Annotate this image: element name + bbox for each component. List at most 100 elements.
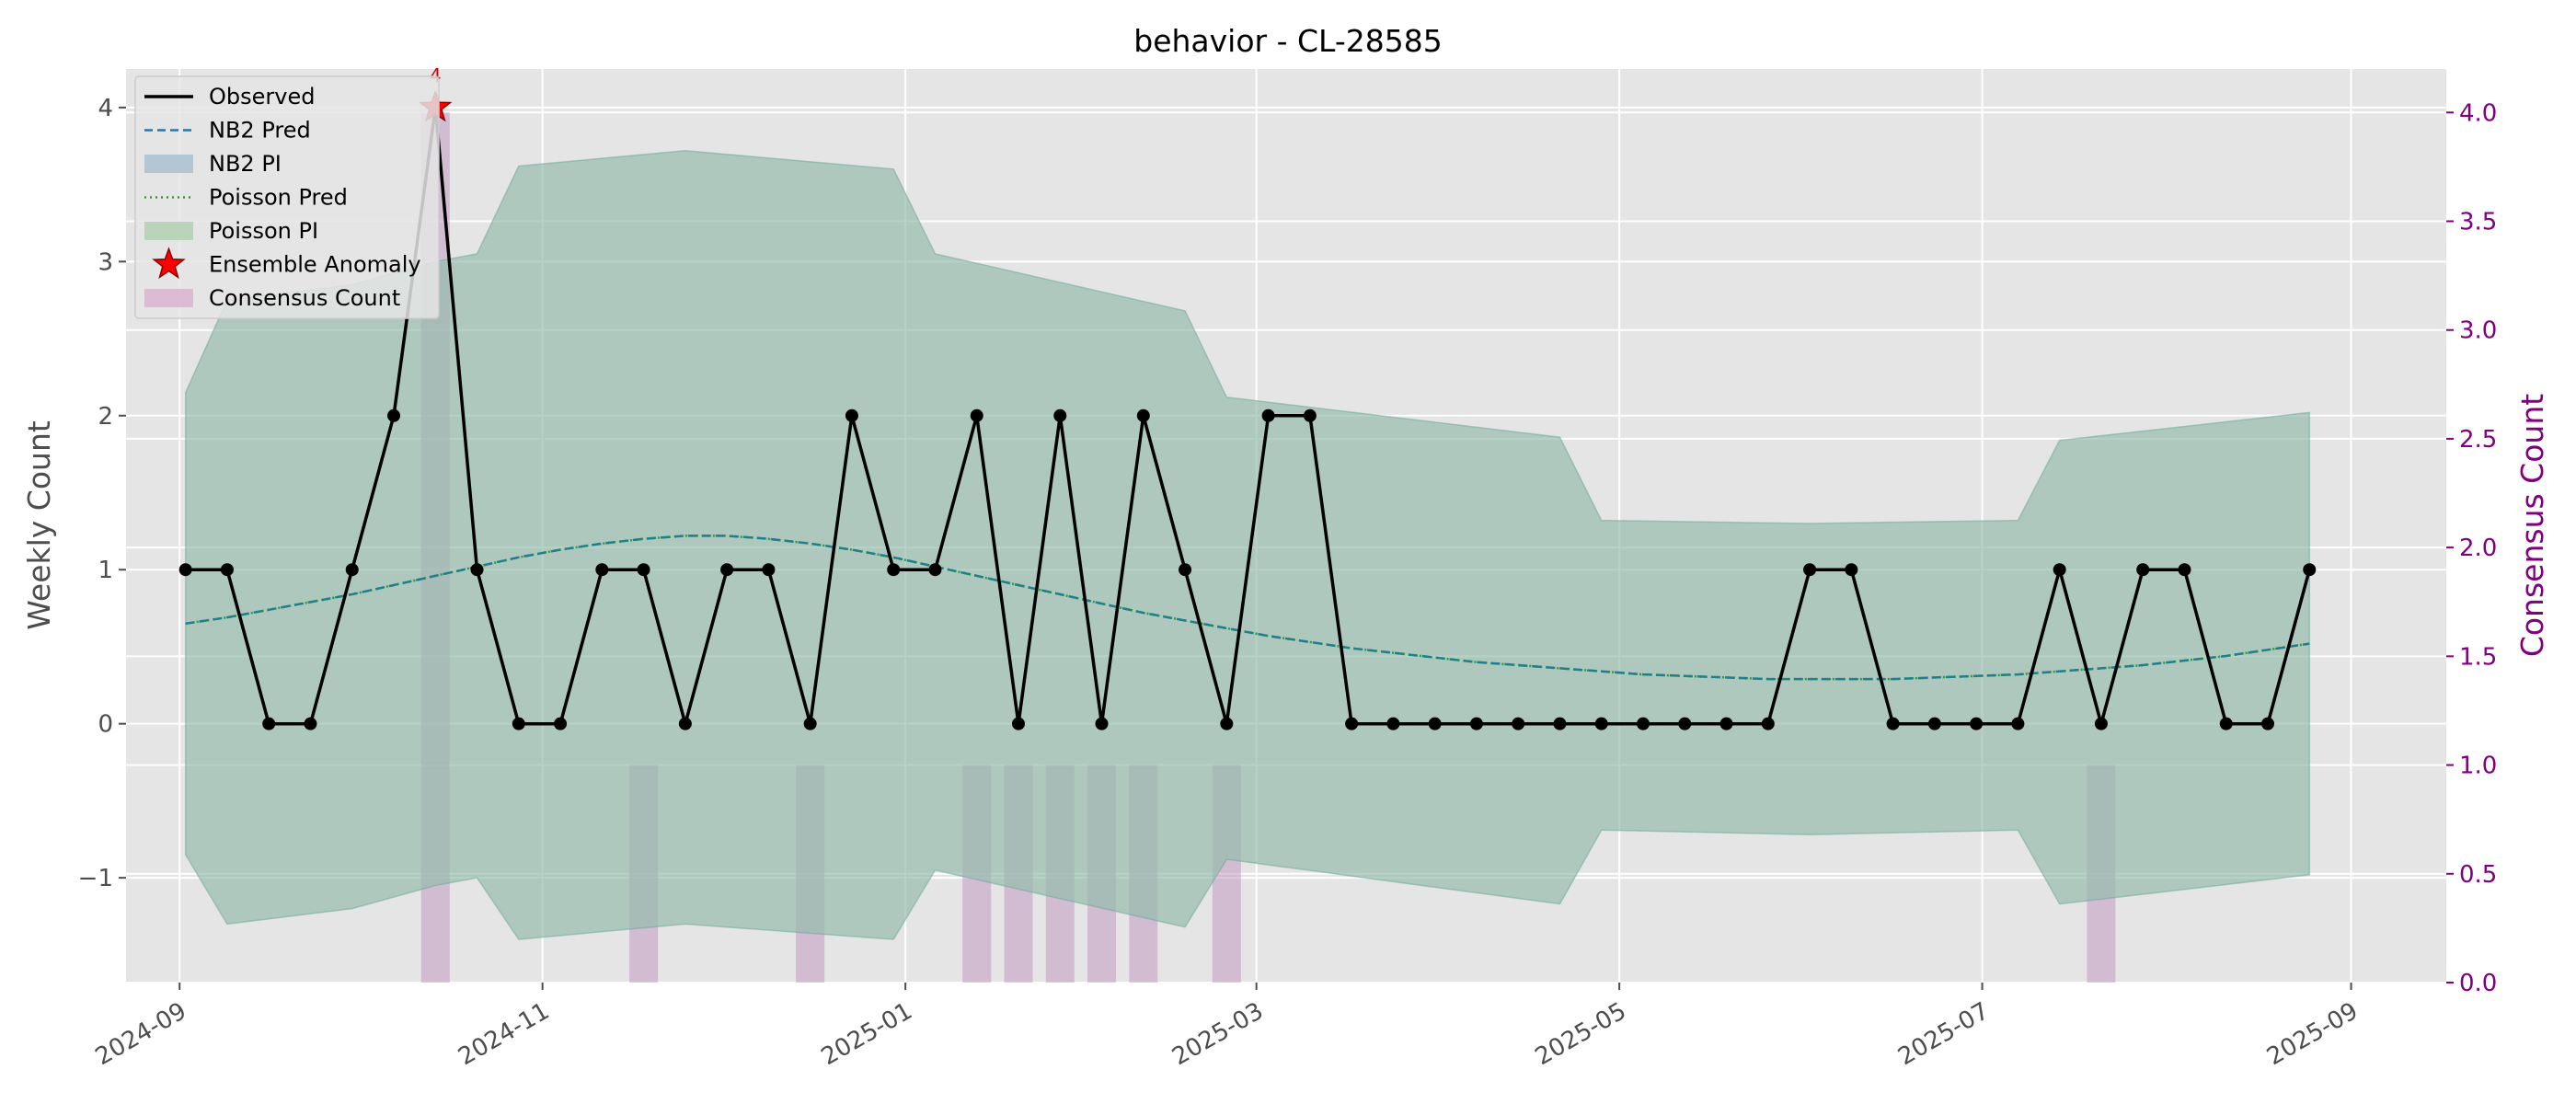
observed-point (2219, 717, 2233, 730)
observed-point (387, 408, 400, 422)
x-tick-label: 2024-09 (91, 997, 191, 1071)
observed-line (185, 106, 2311, 726)
observed-point (1761, 717, 1775, 730)
legend-box (134, 75, 440, 319)
y-tick-label-right: 2.5 (2459, 426, 2497, 454)
nb2-pred-line (185, 535, 2310, 681)
y-tick-label-right: 3.0 (2459, 317, 2497, 345)
y-axis-left: −1 0 1 2 3 4 (78, 95, 126, 892)
legend: Observed NB2 Pred NB2 PI Poisson Pred Poisso… (134, 75, 440, 319)
observed-point (928, 563, 942, 577)
observed-point (1970, 717, 1984, 730)
observed-point (1845, 563, 1858, 577)
y-tick-label: 3 (98, 248, 113, 276)
observed-point (512, 717, 525, 730)
legend-label: NB2 PI (209, 151, 282, 177)
observed-point (1553, 717, 1567, 730)
y-tick-label: −1 (78, 865, 113, 892)
y-tick-label-right: 2.0 (2459, 535, 2497, 562)
y-tick-label-right: 3.5 (2459, 209, 2497, 236)
x-axis: 2024-09 2024-11 2025-01 2025-03 2025-05 2025-… (91, 983, 2363, 1071)
consensus-bar (962, 765, 992, 983)
observed-point (470, 563, 484, 577)
legend-label: NB2 Pred (209, 118, 311, 144)
legend-swatch (144, 222, 193, 240)
x-tick-label: 2025-09 (2262, 997, 2363, 1071)
observed-point (720, 563, 734, 577)
observed-point (1469, 717, 1483, 730)
y-tick-label-right: 0.0 (2459, 970, 2497, 997)
legend-label: Poisson PI (209, 218, 318, 244)
observed-point (345, 563, 359, 577)
consensus-bar (1004, 765, 1033, 983)
y-tick-label-right: 0.5 (2459, 861, 2497, 889)
y-tick-label: 2 (98, 403, 113, 431)
observed-point (1927, 717, 1941, 730)
y-tick-label: 4 (98, 95, 113, 122)
chart-title: behavior - CL-28585 (1133, 23, 1442, 59)
consensus-bar (1045, 765, 1075, 983)
observed-point (678, 717, 692, 730)
observed-point (887, 563, 901, 577)
x-tick-label: 2025-01 (817, 997, 917, 1071)
x-tick-label: 2024-11 (454, 997, 554, 1071)
observed-point (970, 408, 983, 422)
observed-point (637, 563, 650, 577)
observed-point (2011, 717, 2025, 730)
legend-swatch (152, 247, 186, 280)
legend-label: Poisson Pred (209, 185, 348, 211)
y-axis-label: Weekly Count (21, 420, 57, 630)
observed-point (1053, 408, 1067, 422)
observed-point (1303, 408, 1317, 422)
consensus-bar (1087, 765, 1117, 983)
observed-point (304, 717, 317, 730)
observed-series (178, 100, 2317, 730)
observed-point (1428, 717, 1442, 730)
observed-point (1345, 717, 1359, 730)
observed-point (2053, 563, 2066, 577)
y-tick-label-right: 4.0 (2459, 99, 2497, 127)
observed-point (1179, 563, 1192, 577)
observed-point (2261, 717, 2274, 730)
legend-label: Ensemble Anomaly (209, 252, 421, 278)
prediction-intervals (184, 150, 2311, 940)
legend-swatch (144, 155, 193, 173)
observed-point (845, 408, 858, 422)
observed-point (1220, 717, 1234, 730)
y-tick-label: 1 (98, 557, 113, 584)
consensus-bar (2087, 765, 2116, 983)
y-tick-label: 0 (98, 711, 113, 739)
prediction-lines (185, 535, 2310, 681)
poisson-interval-band (184, 150, 2311, 940)
observed-point (595, 563, 609, 577)
nb2-interval-band (185, 150, 2310, 940)
observed-point (1512, 717, 1525, 730)
legend-label: Consensus Count (209, 285, 400, 311)
observed-point (2178, 563, 2191, 577)
observed-point (803, 717, 817, 730)
y-axis-label-right: Consensus Count (2514, 394, 2550, 657)
observed-point (1594, 717, 1608, 730)
observed-point (1719, 717, 1733, 730)
observed-point (554, 717, 568, 730)
observed-point (2094, 717, 2108, 730)
consensus-bar (1129, 765, 1158, 983)
observed-point (2303, 563, 2317, 577)
observed-point (178, 563, 192, 577)
consensus-bar (796, 765, 825, 983)
consensus-bar (629, 765, 659, 983)
observed-point (1678, 717, 1692, 730)
observed-point (2136, 563, 2150, 577)
observed-point (762, 563, 776, 577)
x-tick-label: 2025-05 (1531, 997, 1631, 1071)
observed-point (1886, 717, 1900, 730)
observed-point (1261, 408, 1275, 422)
legend-swatch (144, 289, 193, 307)
observed-point (220, 563, 234, 577)
y-axis-right: 0.0 0.5 1.0 1.5 2.0 2.5 3.0 3.5 4.0 (2446, 99, 2497, 997)
x-tick-label: 2025-07 (1893, 997, 1994, 1071)
observed-point (1012, 717, 1025, 730)
observed-point (1095, 717, 1109, 730)
poisson-pred-line (185, 535, 2310, 681)
